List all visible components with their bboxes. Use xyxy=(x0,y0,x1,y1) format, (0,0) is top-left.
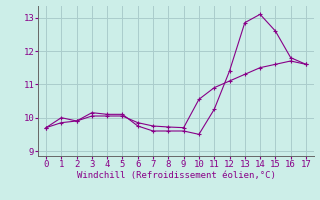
X-axis label: Windchill (Refroidissement éolien,°C): Windchill (Refroidissement éolien,°C) xyxy=(76,171,276,180)
